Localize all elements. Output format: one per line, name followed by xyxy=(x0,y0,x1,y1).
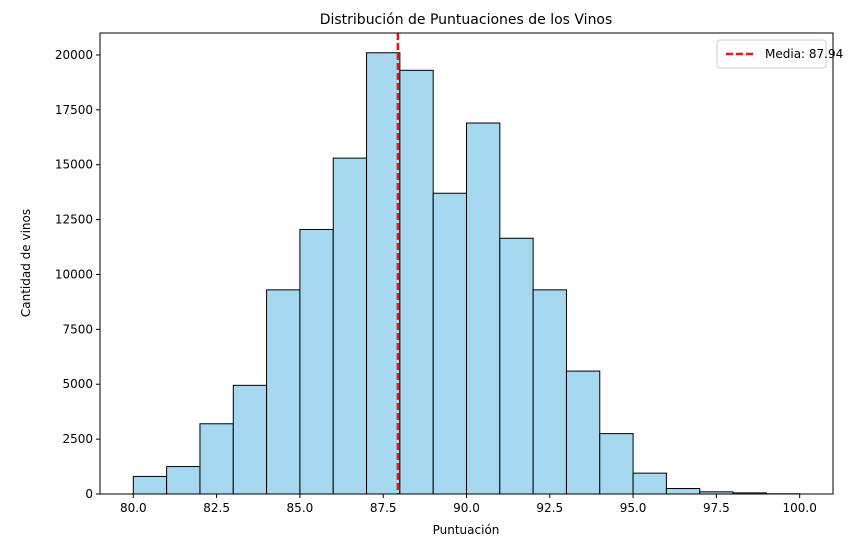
histogram-bar xyxy=(632,472,667,495)
x-axis-label: Puntuación xyxy=(433,523,500,537)
y-tick-label: 20000 xyxy=(55,48,93,62)
x-tick-label: 85.0 xyxy=(287,501,314,515)
histogram-bar xyxy=(499,237,534,495)
legend: Media: 87.94 xyxy=(716,39,843,69)
x-tick-label: 100.0 xyxy=(783,501,817,515)
y-tick-label: 12500 xyxy=(55,213,93,227)
histogram-bar xyxy=(366,52,401,495)
histogram-bar xyxy=(399,69,434,495)
histogram-bar xyxy=(199,423,234,495)
histogram-bar xyxy=(299,228,334,495)
x-tick-label: 95.0 xyxy=(620,501,647,515)
histogram-bar xyxy=(132,475,168,495)
y-tick-label: 10000 xyxy=(55,267,93,281)
legend-mean-label: Media: 87.94 xyxy=(765,47,843,61)
x-tick-label: 82.5 xyxy=(203,501,230,515)
x-tick-label: 80.0 xyxy=(120,501,147,515)
x-tick-label: 92.5 xyxy=(536,501,563,515)
y-tick-label: 7500 xyxy=(62,322,93,336)
histogram-bar xyxy=(266,289,301,495)
x-tick-label: 97.5 xyxy=(703,501,730,515)
y-axis-label: Cantidad de vinos xyxy=(19,209,33,317)
y-tick-label: 2500 xyxy=(62,432,93,446)
y-tick-label: 0 xyxy=(85,487,93,501)
y-tick-label: 17500 xyxy=(55,103,93,117)
y-axis-ticks: 0 2500 5000 7500 10000 12500 15000 17500 20000 xyxy=(55,48,100,501)
histogram-bar xyxy=(665,488,701,495)
histogram-bar xyxy=(565,370,601,495)
bars-group xyxy=(132,52,801,495)
chart-title: Distribución de Puntuaciones de los Vino… xyxy=(320,12,613,28)
y-tick-label: 5000 xyxy=(62,377,93,391)
x-axis-ticks: 80.0 82.5 85.0 87.5 90.0 92.5 95.0 97.5 100.0 xyxy=(120,494,817,515)
y-tick-label: 15000 xyxy=(55,158,93,172)
histogram-bar xyxy=(466,122,501,495)
histogram-bar xyxy=(532,289,567,495)
histogram-bar xyxy=(599,433,634,495)
x-tick-label: 90.0 xyxy=(453,501,480,515)
histogram-bar xyxy=(232,384,268,495)
x-tick-label: 87.5 xyxy=(370,501,397,515)
histogram-bar xyxy=(166,466,201,495)
histogram-bar xyxy=(332,157,368,495)
legend-box xyxy=(716,39,827,69)
histogram-bar xyxy=(432,192,468,495)
